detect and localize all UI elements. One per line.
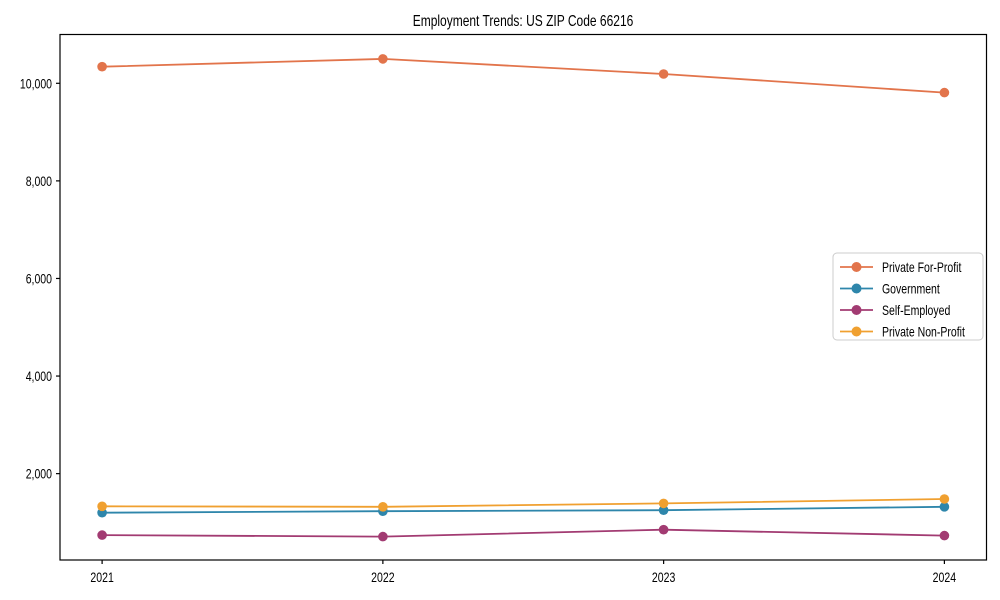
- x-tick-label: 2022: [371, 569, 395, 585]
- legend-label: Private For-Profit: [882, 259, 961, 275]
- data-point-private-non-profit: [378, 502, 388, 512]
- plot-frame: [59, 33, 988, 561]
- legend: Private For-Profit Government Self-Employe…: [832, 252, 984, 341]
- data-point-private-non-profit: [939, 494, 950, 504]
- legend-marker-icon: [851, 326, 862, 337]
- data-point-self-employed: [378, 531, 388, 542]
- legend-label: Government: [882, 281, 940, 297]
- data-point-government: [939, 502, 950, 512]
- legend-marker-icon: [851, 305, 862, 315]
- series-layer: [97, 54, 950, 542]
- legend-box: [832, 252, 984, 341]
- data-point-private-for-profit: [658, 69, 669, 79]
- data-point-private-non-profit: [658, 498, 669, 509]
- x-tick-label: 2021: [90, 569, 114, 585]
- y-tick-label: 10,000: [20, 75, 52, 91]
- legend-label: Private Non-Profit: [882, 324, 965, 340]
- series-line-private-for-profit: [102, 57, 945, 94]
- data-point-government: [658, 505, 669, 515]
- data-point-self-employed: [658, 524, 669, 535]
- x-tick-label: 2024: [933, 569, 957, 585]
- data-point-self-employed: [97, 530, 107, 540]
- series-line-self-employed: [102, 528, 945, 538]
- y-tick-label: 6,000: [26, 270, 52, 286]
- legend-label: Self-Employed: [882, 302, 950, 318]
- y-tick-label: 2,000: [26, 466, 52, 482]
- axes-layer: 2,000 4,000 6,000 8,000 10,000 2021 2022 2023 20…: [20, 33, 988, 585]
- legend-marker-icon: [851, 283, 862, 294]
- y-tick-label: 4,000: [26, 368, 52, 384]
- data-point-self-employed: [939, 530, 950, 541]
- series-line-government: [102, 505, 945, 514]
- data-point-private-for-profit: [378, 54, 388, 64]
- data-point-private-non-profit: [97, 501, 107, 512]
- data-point-private-for-profit: [939, 87, 950, 98]
- chart-title: Employment Trends: US ZIP Code 66216: [413, 13, 634, 30]
- legend-marker-icon: [851, 262, 862, 272]
- series-line-private-non-profit: [102, 498, 945, 508]
- data-point-private-for-profit: [97, 61, 107, 72]
- x-tick-label: 2023: [652, 569, 676, 585]
- y-tick-label: 8,000: [26, 173, 52, 189]
